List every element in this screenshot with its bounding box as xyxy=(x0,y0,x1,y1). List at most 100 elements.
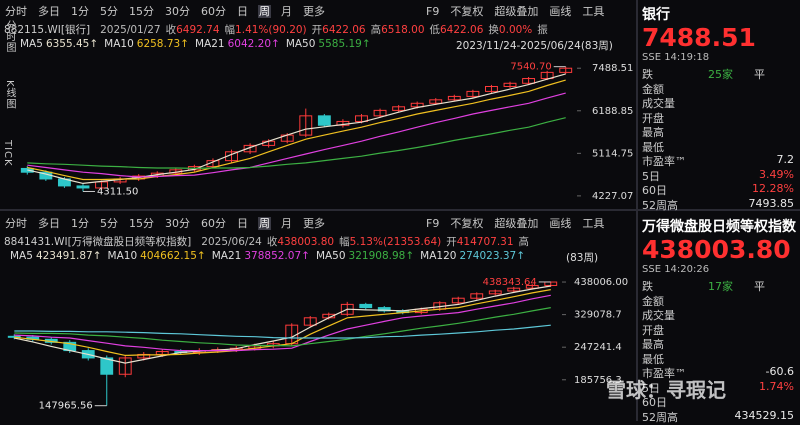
y-tick-label: 329078.7 xyxy=(574,310,622,321)
stat-row: 金额 xyxy=(642,293,794,308)
period-tab[interactable]: 5分 xyxy=(100,5,118,18)
toolbar: 分时 多日 1分 5分 15分 30分 60分日周月更多 xyxy=(4,215,335,231)
stat-label: 最低 xyxy=(642,352,664,366)
period-tab[interactable]: 60分 xyxy=(201,5,226,18)
breadth-count: 25家 xyxy=(708,68,733,81)
quote-line: 882115.WI[银行] 2025/01/27 收6492.74 幅1.41%(90… xyxy=(4,22,548,37)
period-tab[interactable]: 分时 xyxy=(5,5,27,18)
ma-legend: MA5 6355.45↑ MA10 6258.73↑ MA21 6042.20↑ MA50 5… xyxy=(14,38,371,50)
ma-value: 6258.73↑ xyxy=(136,38,189,50)
view-tab[interactable]: 分时图 xyxy=(4,20,15,53)
stat-label: 52周高 xyxy=(642,198,678,212)
candle-body xyxy=(507,287,521,292)
ma-line xyxy=(27,117,566,170)
tool-button[interactable]: F9 xyxy=(426,217,440,230)
stat-value: -60.6 xyxy=(765,365,794,378)
tool-button[interactable]: 不复权 xyxy=(450,217,484,230)
candle-body xyxy=(303,317,317,326)
stat-row: 最低 xyxy=(642,139,794,154)
field-label: 幅 xyxy=(224,24,236,36)
stat-row: 成交量 xyxy=(642,307,794,322)
stat-row: 成交量 xyxy=(642,95,794,110)
period-tab[interactable]: 更多 xyxy=(303,217,325,230)
period-tab[interactable]: 分时 xyxy=(5,217,27,230)
stat-label: 市盈率™ xyxy=(642,155,686,168)
tool-button[interactable]: 工具 xyxy=(582,5,605,18)
watermark: 雪球：寻瑕记 xyxy=(606,378,726,402)
stat-label: 成交量 xyxy=(642,97,675,110)
period-tab[interactable]: 15分 xyxy=(129,217,154,230)
ma-value: 6355.45↑ xyxy=(45,38,99,50)
stat-label: 成交量 xyxy=(642,309,675,322)
ma-line xyxy=(14,285,551,364)
ma-line xyxy=(14,307,551,347)
candle-body xyxy=(470,293,484,299)
ma-value: 5585.19↑ xyxy=(318,38,371,50)
stat-row: 5日 1.74% xyxy=(642,380,794,395)
ma-name: MA10 xyxy=(104,38,134,50)
breadth-flat: 平 xyxy=(754,68,765,81)
ma-legend: MA5 423491.87↑ MA10 404662.15↑ MA21 378852.07… xyxy=(4,250,525,262)
field-label: 幅 xyxy=(339,236,350,248)
period-tab[interactable]: 日 xyxy=(237,217,248,230)
candle-body xyxy=(7,335,21,338)
ma-line xyxy=(27,73,566,185)
view-tab[interactable]: K线图 xyxy=(4,80,15,110)
period-tab[interactable]: 1分 xyxy=(71,5,89,18)
period-tab[interactable]: 多日 xyxy=(38,5,60,18)
stat-label: 5日 xyxy=(642,169,660,183)
stat-value: 7493.85 xyxy=(748,196,795,210)
period-tab[interactable]: 60分 xyxy=(201,217,226,230)
ma-value: 423491.87↑ xyxy=(35,250,102,262)
stat-label: 60日 xyxy=(642,184,667,197)
period-tab[interactable]: 1分 xyxy=(71,217,89,230)
field-label: 高 xyxy=(518,236,530,248)
stat-row: 开盘 xyxy=(642,110,794,125)
period-tab[interactable]: 周 xyxy=(258,5,271,18)
period-tab[interactable]: 15分 xyxy=(129,5,154,18)
index-name: 银行 xyxy=(642,7,670,23)
annotation-label: 438343.64 xyxy=(483,277,537,288)
tool-button[interactable]: 工具 xyxy=(582,217,605,230)
field-value: 414707.31 xyxy=(456,236,514,248)
period-tab[interactable]: 日 xyxy=(237,5,248,18)
index-name: 万得微盘股日频等权指数 xyxy=(642,219,796,235)
ma-name: MA5 xyxy=(20,38,43,50)
ma-value: 274023.37↑ xyxy=(459,250,526,262)
period-tab[interactable]: 5分 xyxy=(100,217,118,230)
period-tab[interactable]: 月 xyxy=(281,5,292,18)
tool-button[interactable]: 不复权 xyxy=(450,5,484,18)
tool-button[interactable]: 超级叠加 xyxy=(494,5,539,18)
stat-row: 金额 xyxy=(642,81,794,96)
divider xyxy=(0,209,800,211)
y-tick-label: 7488.51 xyxy=(592,63,633,74)
quote-time: SSE 14:19:18 xyxy=(642,52,710,63)
tool-button[interactable]: F9 xyxy=(426,5,440,18)
view-tab[interactable]: TICK xyxy=(2,140,13,167)
period-tab[interactable]: 30分 xyxy=(165,5,190,18)
stat-row: 最高 xyxy=(642,124,794,139)
period-tab[interactable]: 30分 xyxy=(165,217,190,230)
quote-line: 8841431.WI[万得微盘股日频等权指数] 2025/06/24 收438003… xyxy=(4,234,529,249)
quote-time: SSE 14:20:26 xyxy=(642,264,710,275)
period-tab[interactable]: 月 xyxy=(281,217,292,230)
candle-body xyxy=(410,102,424,108)
field-value: 6492.74 xyxy=(176,24,220,36)
ma-name: MA21 xyxy=(194,38,225,50)
period-tab[interactable]: 多日 xyxy=(38,217,60,230)
tool-button[interactable]: 超级叠加 xyxy=(494,217,539,230)
period-tab[interactable]: 周 xyxy=(258,217,271,230)
breadth-count: 17家 xyxy=(708,280,733,293)
code: 8841431.WI[万得微盘股日频等权指数] xyxy=(4,236,192,248)
ma-name: MA50 xyxy=(315,250,346,262)
ma-name: MA21 xyxy=(211,250,242,262)
stat-value: 3.49% xyxy=(759,167,794,181)
tool-button[interactable]: 画线 xyxy=(549,217,572,230)
stat-label: 最高 xyxy=(642,338,664,351)
period-tab[interactable]: 更多 xyxy=(303,5,325,18)
candle-body xyxy=(392,106,406,111)
stat-row: 最低 xyxy=(642,351,794,366)
field-value: 6422.06 xyxy=(440,24,484,36)
tool-button[interactable]: 画线 xyxy=(549,5,572,18)
